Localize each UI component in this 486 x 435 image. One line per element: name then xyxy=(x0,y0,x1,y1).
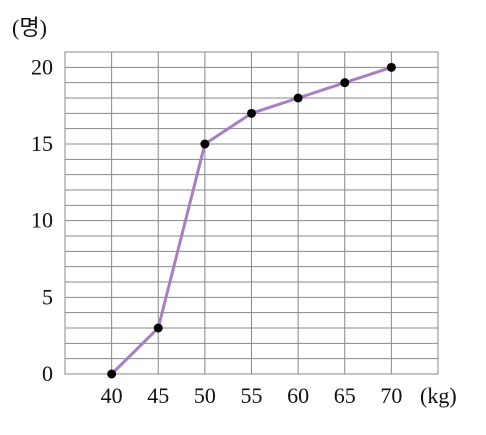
y-axis-label: (명) xyxy=(12,15,47,40)
x-axis-label: (kg) xyxy=(420,383,457,408)
x-tick-label: 65 xyxy=(334,383,356,408)
data-point xyxy=(200,139,210,149)
y-tick-label: 20 xyxy=(31,54,53,79)
x-tick-label: 40 xyxy=(101,383,123,408)
x-tick-label: 60 xyxy=(287,383,309,408)
data-point xyxy=(340,78,350,88)
x-tick-label: 45 xyxy=(147,383,169,408)
y-tick-label: 10 xyxy=(31,208,53,233)
data-point xyxy=(293,93,303,103)
y-tick-label: 15 xyxy=(31,131,53,156)
x-tick-label: 50 xyxy=(194,383,216,408)
x-tick-label: 55 xyxy=(241,383,263,408)
y-tick-label: 0 xyxy=(42,361,53,386)
data-point xyxy=(153,323,163,333)
data-point xyxy=(386,62,396,72)
data-point xyxy=(247,108,256,118)
y-tick-label: 5 xyxy=(42,284,53,309)
x-tick-label: 70 xyxy=(380,383,402,408)
data-point xyxy=(107,369,117,379)
